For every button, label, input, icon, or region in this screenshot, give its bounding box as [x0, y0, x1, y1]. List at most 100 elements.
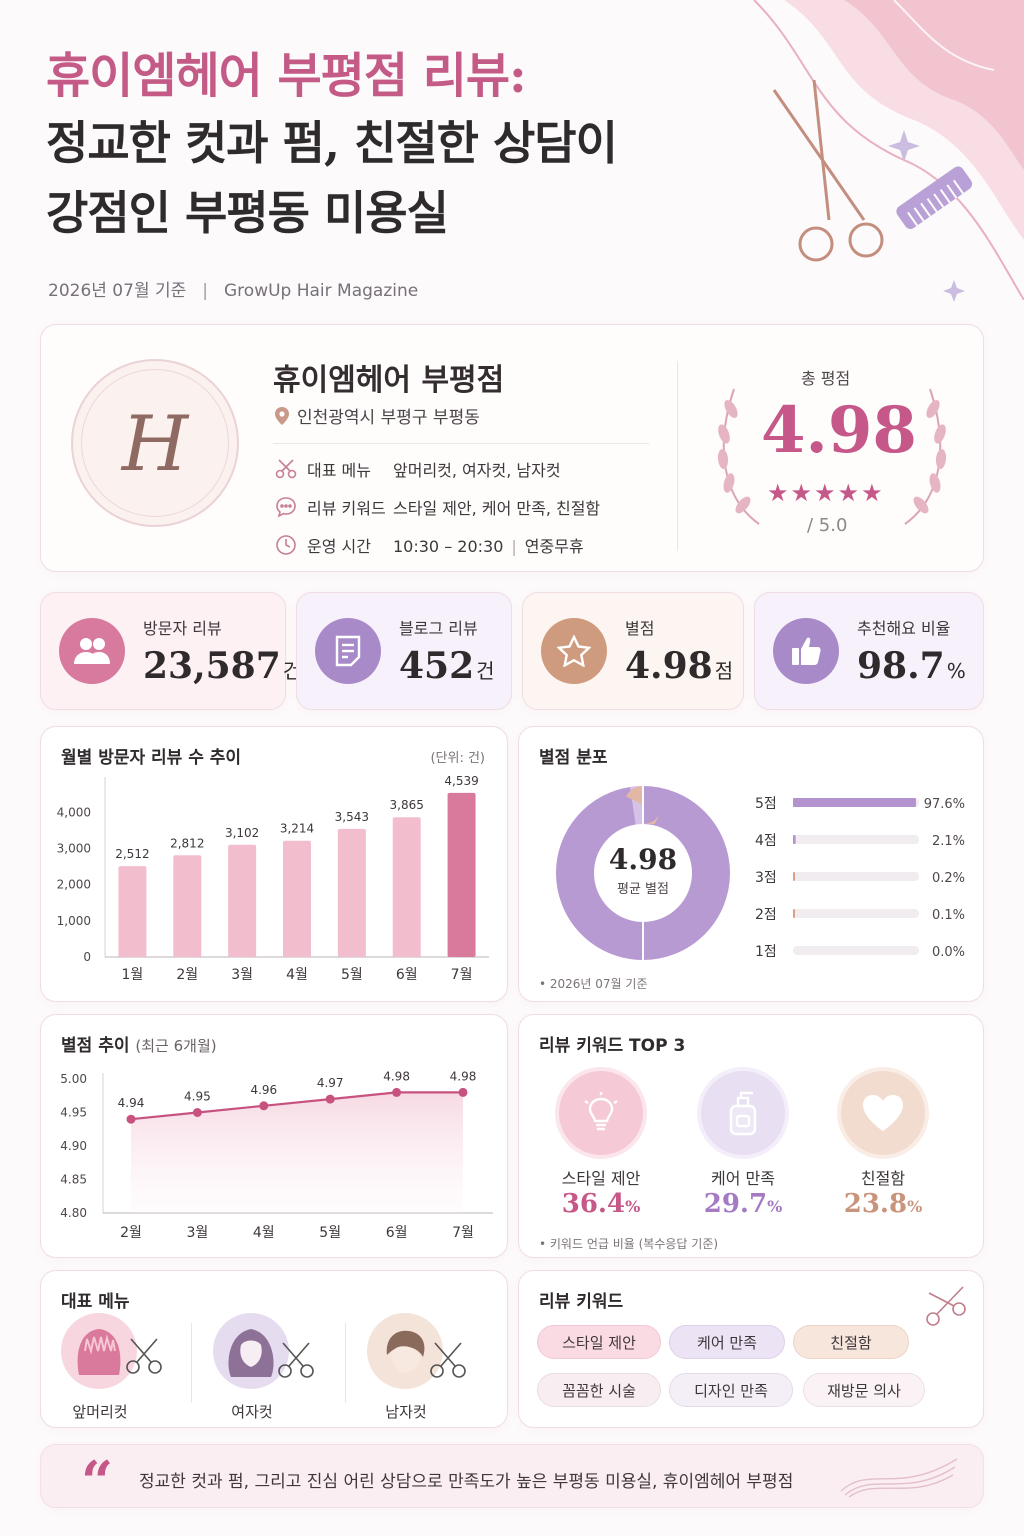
panel-title: 별점 추이 (최근 6개월) — [61, 1031, 217, 1056]
comb-icon — [896, 166, 973, 229]
star-icon — [541, 618, 607, 684]
menu-item-bangs: 앞머리컷 — [41, 1313, 191, 1421]
menu-item-men: 남자컷 — [347, 1313, 497, 1421]
point-value-label: 4.98 — [450, 1069, 477, 1083]
clock-icon — [276, 535, 296, 555]
panel-title: 대표 메뉴 — [61, 1292, 130, 1312]
bar-value-label: 4,539 — [444, 774, 478, 788]
panel-title-main: 별점 추이 — [61, 1036, 130, 1056]
dist-value-label: 97.6% — [924, 797, 965, 812]
page-meta: 2026년 07월 기준 | GrowUp Hair Magazine — [48, 281, 419, 301]
dist-value-label: 2.1% — [932, 834, 965, 849]
stat-card-recommend-ratio: 추천해요 비율 98.7% — [754, 592, 984, 710]
menu-item-women: 여자컷 — [193, 1313, 343, 1421]
men-hair-icon — [367, 1313, 443, 1389]
info-value: 10:30 – 20:30 — [393, 537, 504, 556]
women-hair-icon — [213, 1313, 289, 1389]
thumbs-up-icon — [773, 618, 839, 684]
stat-card-rating: 별점 4.98 점 — [522, 592, 744, 710]
bottle-icon — [697, 1067, 789, 1159]
stat-value: 23,587 — [143, 645, 281, 687]
bar — [392, 817, 421, 957]
panel-title: 리뷰 키워드 — [539, 1292, 624, 1312]
dist-value-label: 0.1% — [932, 908, 965, 923]
shop-info-card: H 휴이엠헤어 부평점 인천광역시 부평구 부평동 대표 메뉴 앞머리컷, 여자… — [40, 324, 984, 572]
dist-category-label: 1점 — [755, 944, 777, 960]
rating-distribution-panel: 별점 분포 4.98 평균 별점 5점 97.6% 4점 2.1% 3점 0.2% 2점 0.… — [518, 726, 984, 1002]
x-tick-label: 1월 — [122, 967, 144, 983]
unit-note: (단위: 건) — [430, 751, 485, 766]
laurel-left-icon — [717, 388, 760, 525]
keyword-tag: 친절함 — [793, 1325, 909, 1359]
keyword-tag: 스타일 제안 — [537, 1325, 661, 1359]
y-tick-label: 4.90 — [60, 1139, 87, 1153]
keyword-label: 친절함 — [860, 1169, 906, 1188]
data-point — [192, 1108, 202, 1117]
point-value-label: 4.95 — [184, 1090, 211, 1104]
panel-title-sub: (최근 6개월) — [135, 1037, 217, 1055]
info-row-menu: 대표 메뉴 앞머리컷, 여자컷, 남자컷 — [275, 457, 633, 481]
quote-banner: “ 정교한 컷과 펌, 그리고 진심 어린 상담으로 만족도가 높은 부평동 미… — [40, 1444, 984, 1515]
monthly-reviews-panel: 월별 방문자 리뷰 수 추이 (단위: 건) 0 1,000 2,000 3,000 4… — [40, 726, 508, 1002]
heart-icon — [837, 1067, 929, 1159]
keyword-percent: 29.7% — [673, 1189, 813, 1219]
keyword-tag: 꼼꼼한 시술 — [537, 1373, 661, 1407]
laurel-right-icon — [904, 388, 947, 525]
stat-label: 추천해요 비율 — [857, 619, 951, 638]
dist-bar-track — [793, 872, 919, 881]
dist-bar — [793, 909, 795, 918]
dist-bar — [793, 835, 796, 844]
info-label: 리뷰 키워드 — [307, 499, 386, 518]
stat-value: 452 — [399, 645, 475, 687]
stat-value: 98.7 — [857, 645, 945, 687]
dist-value-label: 0.2% — [932, 871, 965, 886]
dist-category-label: 5점 — [755, 796, 777, 812]
keyword-percent-unit: % — [907, 1197, 923, 1216]
average-rating-label: 평균 별점 — [617, 882, 669, 897]
title-line-1: 휴이엠헤어 부평점 리뷰: — [46, 48, 527, 104]
info-row-hours: 운영 시간 10:30 – 20:30 | 연중무휴 — [275, 533, 633, 557]
scissors-icon — [926, 1286, 966, 1326]
panel-title: 별점 분포 — [539, 748, 608, 768]
total-rating-max: / 5.0 — [807, 515, 848, 536]
info-row-keywords: 리뷰 키워드 스타일 제안, 케어 만족, 친절함 — [275, 495, 633, 519]
bar-value-label: 3,102 — [225, 826, 259, 840]
y-tick-label: 4,000 — [57, 805, 91, 819]
keyword-tag: 디자인 만족 — [669, 1373, 793, 1407]
dist-bar-track — [793, 946, 919, 955]
keyword-label: 스타일 제안 — [561, 1169, 641, 1188]
keyword-percent: 36.4% — [531, 1189, 671, 1219]
document-icon — [315, 618, 381, 684]
stat-unit: 점 — [714, 659, 734, 683]
report-date: 2026년 07월 기준 — [48, 281, 187, 301]
y-tick-label: 1,000 — [57, 914, 91, 928]
publisher-name: GrowUp Hair Magazine — [224, 281, 419, 301]
keyword-percent-value: 36.4 — [561, 1189, 626, 1219]
data-point — [325, 1094, 335, 1104]
dist-value-label: 0.0% — [932, 945, 965, 960]
stat-unit: 건 — [476, 659, 495, 683]
scissors-icon — [126, 1338, 162, 1374]
dist-bar — [793, 798, 916, 807]
dist-bar-track — [793, 835, 919, 844]
total-rating-stars: ★★★★★ — [767, 479, 885, 507]
y-tick-label: 5.00 — [60, 1072, 87, 1086]
point-value-label: 4.98 — [383, 1069, 410, 1083]
title-line-3: 강점인 부평동 미용실 — [46, 186, 449, 240]
line-area — [131, 1092, 463, 1213]
info-divider — [273, 443, 649, 444]
menu-divider — [191, 1323, 192, 1403]
total-rating-label: 총 평점 — [801, 369, 851, 388]
page-title: 휴이엠헤어 부평점 리뷰: 정교한 컷과 펌, 친절한 상담이 강점인 부평동 … — [46, 44, 746, 248]
stat-label: 블로그 리뷰 — [399, 619, 478, 638]
menu-divider — [345, 1323, 346, 1403]
keyword-percent-value: 29.7 — [703, 1189, 768, 1219]
x-tick-label: 2월 — [120, 1225, 142, 1241]
keyword-percent-unit: % — [767, 1197, 783, 1216]
dist-bar-track — [793, 909, 919, 918]
point-value-label: 4.94 — [118, 1096, 145, 1110]
quote-icon: “ — [81, 1449, 114, 1515]
keyword-percent: 23.8% — [813, 1189, 953, 1219]
stat-card-blog-reviews: 블로그 리뷰 452 건 — [296, 592, 512, 710]
average-rating-value: 4.98 — [608, 843, 678, 876]
